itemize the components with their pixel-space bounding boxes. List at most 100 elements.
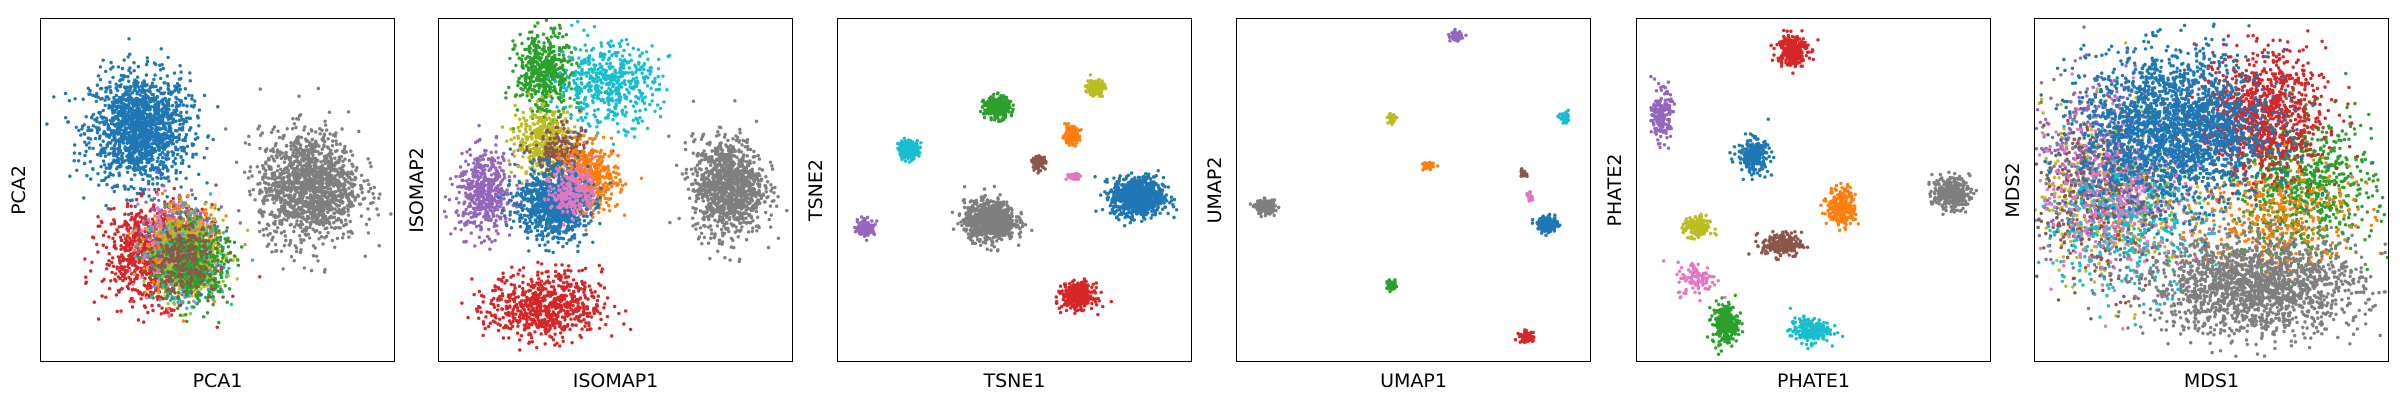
scatter-point bbox=[130, 253, 134, 257]
scatter-point bbox=[171, 142, 176, 146]
scatter-point bbox=[139, 220, 143, 224]
scatter-point bbox=[130, 112, 134, 116]
scatter-point bbox=[131, 282, 135, 286]
scatter-point bbox=[172, 135, 176, 140]
scatter-point bbox=[122, 223, 127, 227]
scatter-point bbox=[172, 108, 176, 113]
scatter-point bbox=[174, 177, 179, 181]
scatter-point bbox=[346, 230, 350, 234]
scatter-point bbox=[311, 244, 316, 248]
scatter-point bbox=[155, 159, 159, 164]
scatter-point bbox=[300, 188, 305, 193]
scatter-point bbox=[332, 221, 336, 225]
scatter-point bbox=[338, 171, 343, 176]
scatter-point bbox=[113, 147, 117, 151]
scatter-point bbox=[334, 202, 338, 207]
scatter-point bbox=[104, 116, 108, 121]
scatter-point bbox=[111, 75, 115, 80]
scatter-point bbox=[162, 81, 167, 85]
scatter-point bbox=[363, 254, 367, 258]
scatter-point bbox=[112, 206, 116, 211]
scatter-point bbox=[88, 160, 93, 164]
scatter-point bbox=[275, 150, 280, 155]
scatter-point bbox=[83, 153, 87, 158]
scatter-point bbox=[148, 149, 152, 153]
scatter-point bbox=[264, 175, 268, 179]
scatter-point bbox=[294, 159, 299, 163]
scatter-point bbox=[113, 117, 117, 121]
scatter-point bbox=[309, 145, 314, 150]
scatter-point bbox=[162, 111, 166, 116]
scatter-point bbox=[133, 121, 137, 125]
scatter-point bbox=[132, 84, 136, 88]
scatter-point bbox=[158, 220, 163, 224]
scatter-point bbox=[266, 176, 271, 180]
scatter-point bbox=[324, 202, 328, 207]
scatter-point bbox=[205, 181, 209, 185]
scatter-point bbox=[128, 198, 132, 203]
scatter-point bbox=[158, 126, 162, 130]
scatter-point bbox=[174, 119, 178, 124]
scatter-point bbox=[80, 127, 84, 131]
scatter-point bbox=[106, 127, 110, 132]
scatter-point bbox=[128, 97, 132, 101]
scatter-point bbox=[138, 88, 142, 93]
scatter-point bbox=[322, 270, 327, 274]
scatter-point bbox=[349, 149, 353, 153]
scatter-point bbox=[171, 200, 175, 205]
scatter-point bbox=[146, 261, 150, 266]
scatter-point bbox=[104, 90, 108, 94]
scatter-point bbox=[351, 185, 355, 189]
scatter-point bbox=[171, 159, 176, 164]
scatter-point bbox=[331, 200, 335, 204]
scatter-point bbox=[279, 249, 284, 253]
scatter-point bbox=[52, 95, 56, 99]
scatter-point bbox=[336, 178, 340, 182]
scatter-point bbox=[345, 204, 350, 208]
scatter-point bbox=[127, 231, 131, 236]
scatter-point bbox=[299, 240, 303, 245]
scatter-point bbox=[139, 84, 144, 88]
scatter-point bbox=[247, 189, 252, 193]
scatter-point bbox=[225, 226, 229, 230]
scatter-point bbox=[143, 154, 147, 158]
scatter-point bbox=[180, 148, 184, 153]
scatter-point bbox=[147, 105, 151, 109]
scatter-point bbox=[349, 172, 353, 176]
scatter-point bbox=[367, 217, 371, 221]
scatter-point bbox=[174, 171, 178, 175]
scatter-point bbox=[149, 226, 153, 230]
scatter-point bbox=[137, 106, 141, 111]
scatter-point bbox=[289, 255, 294, 259]
scatter-point bbox=[289, 141, 293, 145]
scatter-point bbox=[99, 219, 103, 224]
scatter-point bbox=[140, 275, 144, 280]
scatter-point bbox=[141, 134, 145, 138]
scatter-point bbox=[137, 129, 142, 133]
scatter-point bbox=[104, 133, 109, 137]
scatter-point bbox=[221, 231, 225, 235]
scatter-point bbox=[144, 73, 149, 77]
scatter-point bbox=[126, 223, 131, 227]
scatter-point bbox=[99, 97, 103, 101]
scatter-point bbox=[66, 120, 70, 124]
scatter-point bbox=[362, 179, 366, 183]
scatter-point bbox=[291, 150, 296, 155]
scatter-point bbox=[156, 167, 160, 172]
scatter-point bbox=[318, 231, 322, 235]
scatter-point bbox=[271, 175, 275, 179]
scatter-point bbox=[103, 154, 108, 158]
scatter-point bbox=[74, 125, 78, 129]
scatter-point bbox=[157, 139, 161, 144]
scatter-point bbox=[297, 173, 301, 178]
scatter-point bbox=[146, 283, 150, 288]
scatter-point bbox=[313, 182, 317, 186]
scatter-point bbox=[293, 170, 297, 174]
scatter-point bbox=[132, 186, 136, 191]
scatter-point bbox=[156, 156, 160, 160]
scatter-point bbox=[298, 250, 303, 255]
scatter-point bbox=[335, 236, 340, 241]
scatter-point bbox=[377, 196, 381, 200]
scatter-point bbox=[360, 190, 364, 195]
scatter-point bbox=[181, 103, 186, 107]
